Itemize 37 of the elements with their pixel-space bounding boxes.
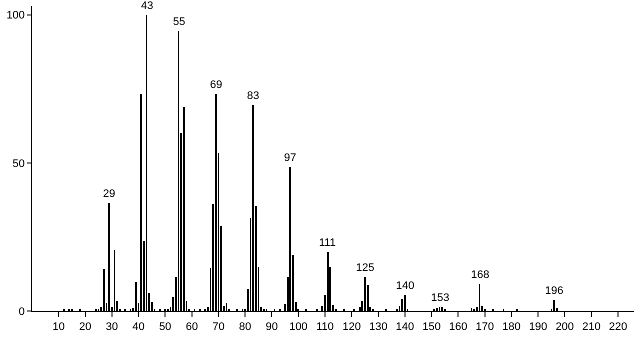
x-tick-label: 190: [528, 321, 548, 334]
x-tick-label: 80: [238, 321, 252, 334]
x-tick-label: 160: [449, 321, 468, 334]
y-tick-label: 0: [18, 306, 25, 318]
x-tick-label: 220: [608, 321, 628, 334]
annotation: 168: [471, 269, 490, 281]
x-tick-label: 170: [476, 321, 494, 334]
annotation: 125: [356, 262, 374, 274]
x-tick-label: 140: [396, 321, 414, 334]
annotation: 97: [284, 152, 296, 164]
annotation: 196: [545, 285, 564, 297]
x-tick-label: 150: [422, 321, 441, 334]
x-tick-label: 180: [502, 321, 521, 334]
x-tick-label: 70: [212, 321, 225, 334]
x-tick-label: 110: [316, 321, 334, 334]
annotation: 140: [396, 280, 414, 292]
x-tick-label: 10: [52, 321, 65, 334]
annotation: 55: [173, 16, 186, 28]
annotation: 83: [247, 90, 260, 102]
x-tick-label: 60: [186, 321, 198, 334]
y-tick-label: 100: [6, 10, 25, 22]
annotation: 43: [141, 0, 154, 12]
x-tick-label: 130: [369, 321, 388, 334]
x-tick-label: 100: [289, 321, 308, 334]
x-tick-label: 210: [582, 321, 601, 334]
x-tick-label: 40: [132, 321, 145, 334]
x-tick-label: 120: [342, 321, 361, 334]
annotation: 29: [103, 188, 116, 200]
x-tick-label: 30: [106, 321, 118, 334]
x-tick-label: 90: [266, 321, 278, 334]
annotation: 69: [210, 79, 222, 91]
x-tick-label: 20: [79, 321, 92, 334]
y-tick-label: 50: [12, 158, 25, 170]
annotation: 153: [431, 292, 450, 304]
x-tick-label: 200: [556, 321, 574, 334]
x-tick-label: 50: [159, 321, 172, 334]
annotation: 111: [319, 237, 336, 249]
